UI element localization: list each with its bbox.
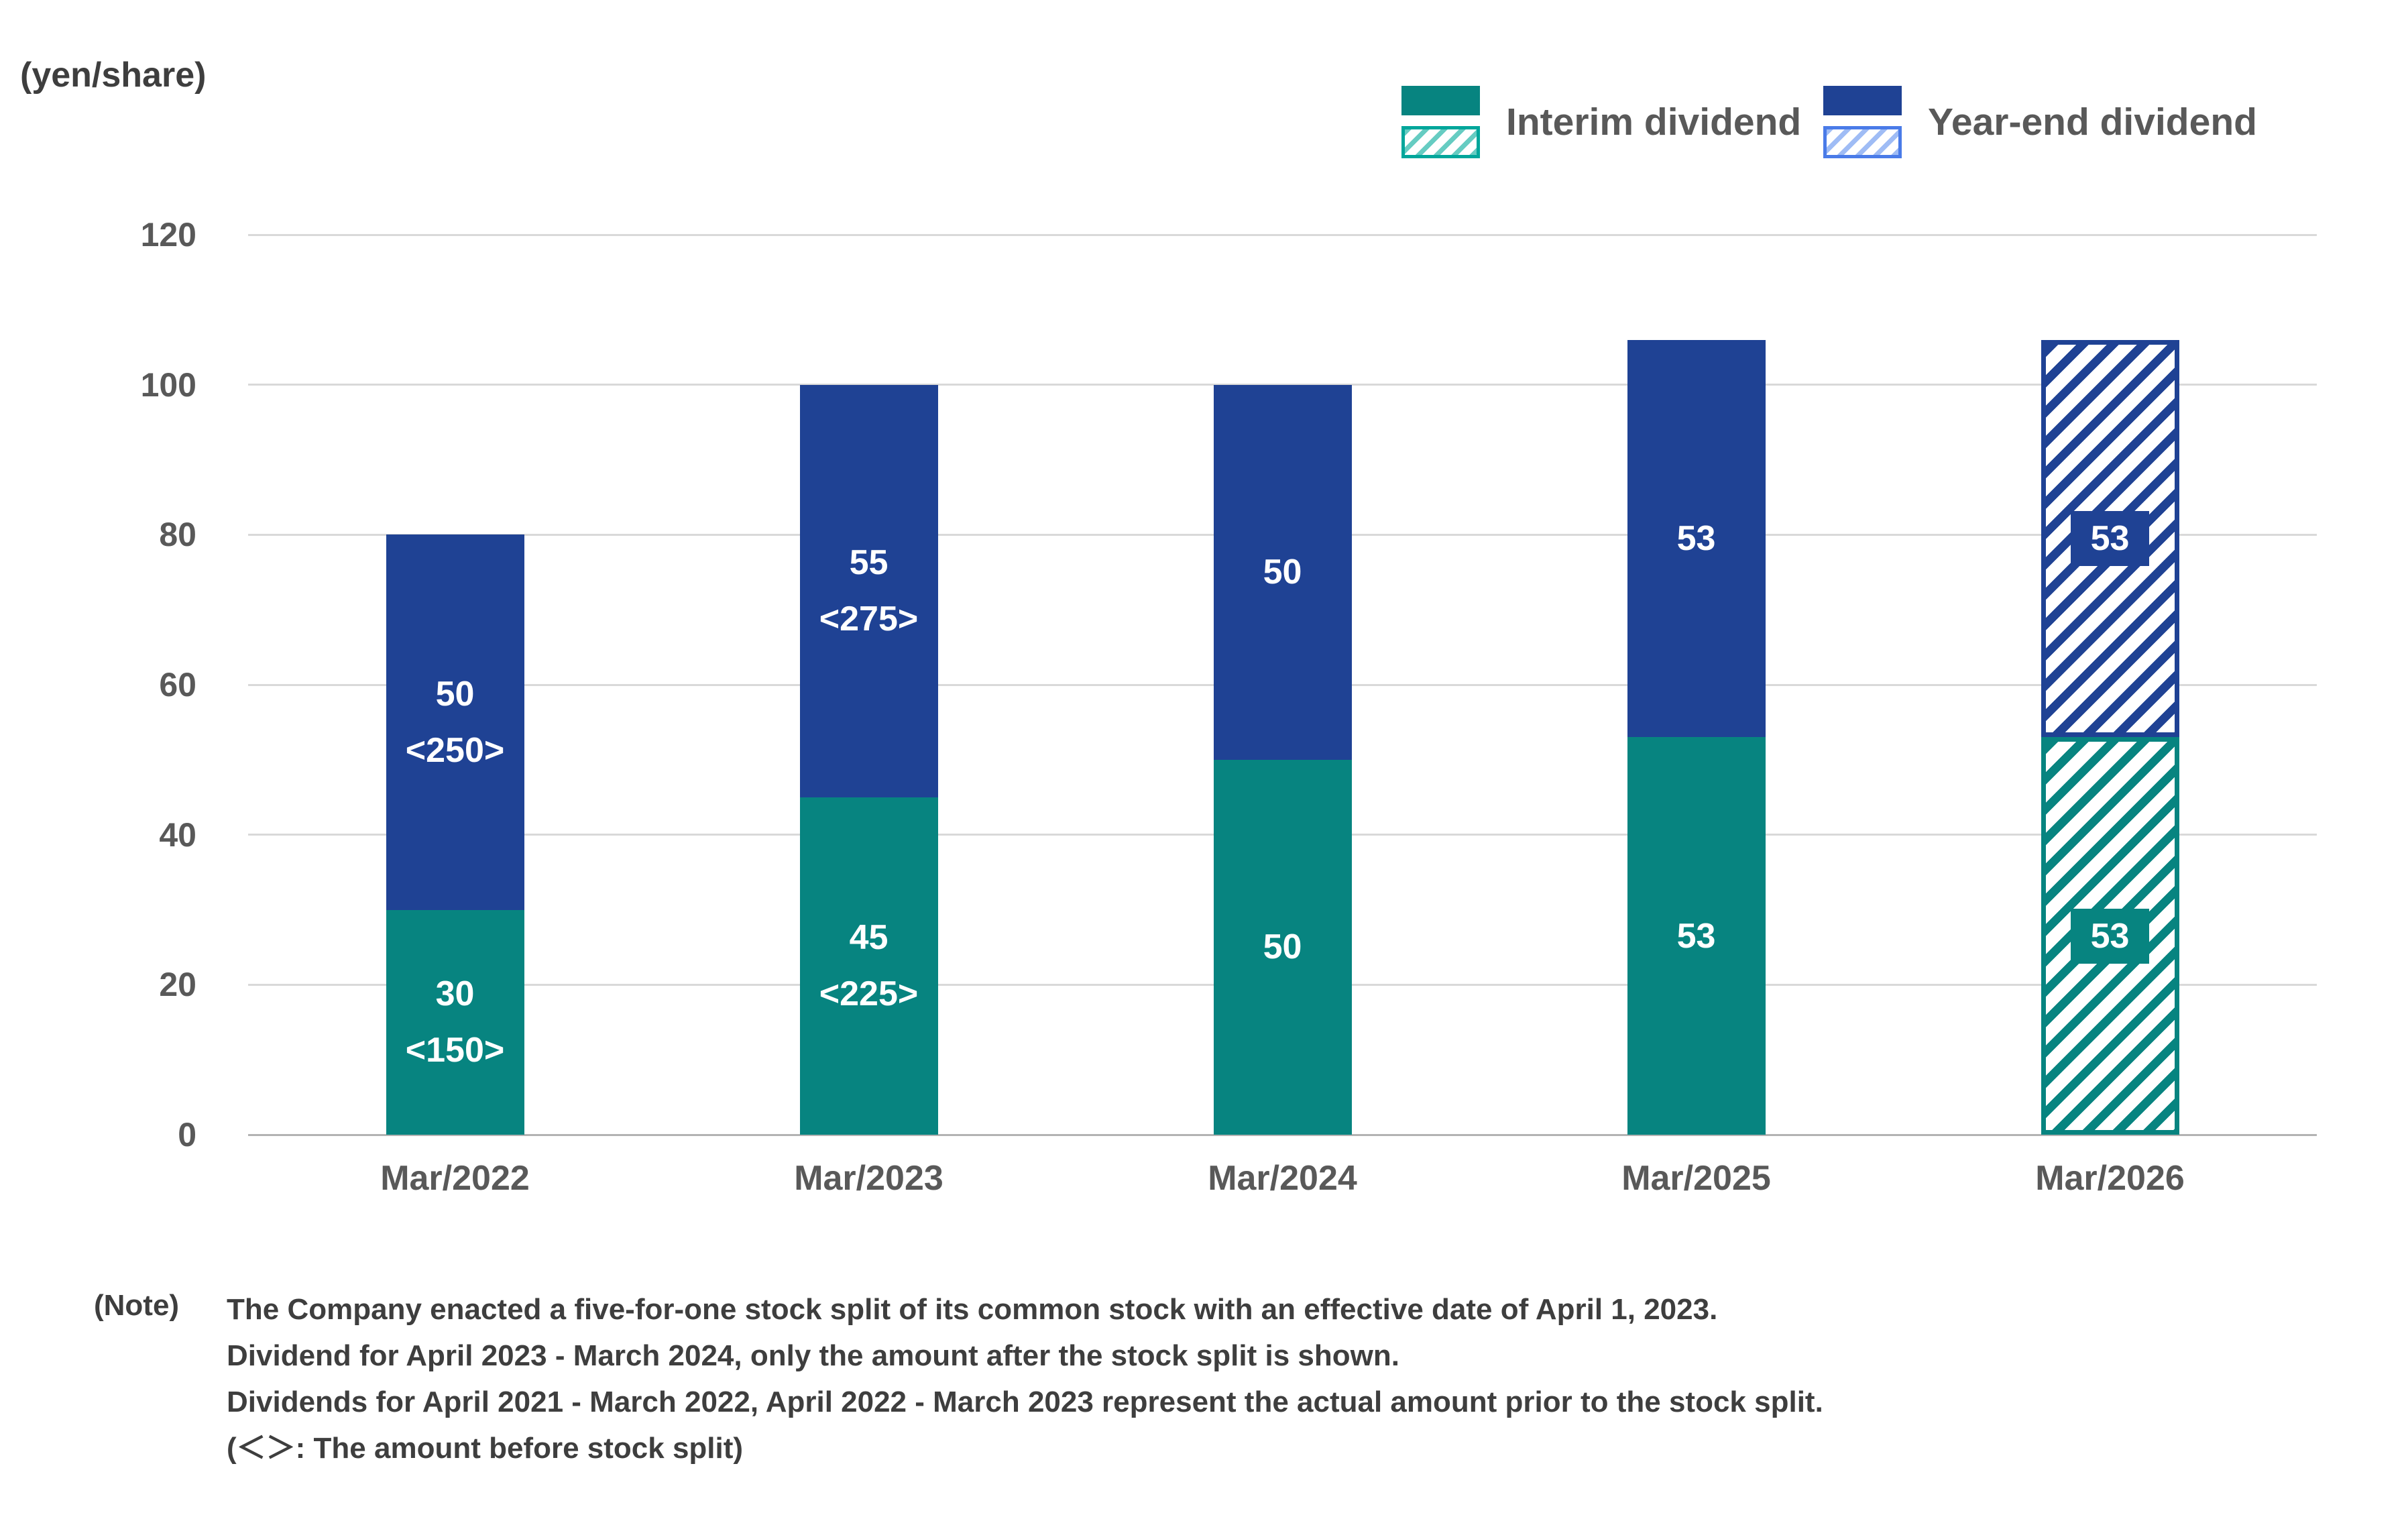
label-line: 53	[1676, 916, 1716, 956]
legend-label-yearend: Year-end dividend	[1928, 101, 2257, 144]
legend-label-interim: Interim dividend	[1506, 101, 1802, 144]
y-tick-80: 80	[159, 516, 196, 554]
y-tick-40: 40	[159, 815, 196, 854]
note-line-1: The Company enacted a five-for-one stock…	[227, 1293, 1718, 1326]
label-line: <275>	[819, 600, 919, 639]
x-label-mar-2022: Mar/2022	[380, 1159, 530, 1198]
label-line: <225>	[819, 974, 919, 1014]
note-line-2: Dividend for April 2023 - March 2024, on…	[227, 1339, 1399, 1372]
segment-label: 50	[1263, 544, 1302, 600]
label-line: 50	[435, 674, 475, 714]
gridline-0	[248, 1133, 2317, 1136]
label-line: 55	[849, 543, 888, 583]
label-line: 53	[1676, 518, 1716, 558]
legend-keys-interim	[1401, 86, 1480, 158]
x-label-mar-2026: Mar/2026	[2035, 1159, 2185, 1198]
y-tick-20: 20	[159, 966, 196, 1004]
note-line-3: Dividends for April 2021 - March 2022, A…	[227, 1386, 1823, 1418]
y-tick-60: 60	[159, 666, 196, 703]
segment-label: 30 <150>	[406, 966, 505, 1078]
interim-segment-mar-2023: 45 <225>	[799, 797, 938, 1135]
segment-label: 53	[2070, 510, 2150, 566]
x-label-mar-2023: Mar/2023	[794, 1159, 943, 1198]
legend-keys-yearend	[1823, 86, 1902, 158]
x-label-mar-2025: Mar/2025	[1621, 1159, 1771, 1198]
label-line: 45	[849, 918, 888, 958]
segment-label: 53	[1677, 510, 1716, 567]
interim-segment-mar-2024: 50	[1213, 759, 1352, 1135]
segment-label: 53	[1677, 908, 1716, 964]
y-tick-120: 120	[140, 216, 196, 253]
yearend-segment-mar-2025: 53	[1627, 339, 1766, 738]
plot-area: 30 <150> 50 <250> 45 <225> 55 <275> 50 50 53 53 53 53	[248, 233, 2317, 1136]
note-text: The Company enacted a five-for-one stock…	[227, 1286, 1823, 1471]
label-line: 50	[1263, 927, 1302, 967]
yearend-segment-mar-2024: 50	[1213, 384, 1352, 760]
yearend-segment-mar-2026: 53	[2041, 339, 2179, 738]
interim-hatched-swatch	[1401, 126, 1480, 158]
yearend-segment-mar-2022: 50 <250>	[386, 534, 524, 910]
segment-label: 50 <250>	[406, 666, 505, 779]
label-line: 30	[435, 974, 475, 1014]
label-line: <150>	[405, 1031, 505, 1070]
legend-item-yearend: Year-end dividend	[1823, 86, 2257, 158]
interim-segment-mar-2026: 53	[2041, 737, 2179, 1135]
gridline-100	[248, 384, 2317, 386]
yearend-hatched-swatch	[1823, 126, 1902, 158]
label-line: 53	[2090, 916, 2130, 956]
interim-solid-swatch	[1401, 86, 1480, 115]
y-axis-unit-label: (yen/share)	[20, 56, 207, 95]
segment-label: 45 <225>	[819, 909, 919, 1022]
segment-label: 50	[1263, 919, 1302, 975]
interim-segment-mar-2025: 53	[1627, 737, 1766, 1135]
yearend-segment-mar-2023: 55 <275>	[799, 384, 938, 797]
segment-label: 55 <275>	[819, 534, 919, 647]
x-label-mar-2024: Mar/2024	[1208, 1159, 1357, 1198]
y-tick-100: 100	[140, 365, 196, 404]
note-line-4: (＜＞: The amount before stock split)	[227, 1432, 744, 1465]
legend-item-interim: Interim dividend	[1401, 86, 1801, 158]
y-tick-0: 0	[178, 1116, 196, 1153]
segment-label: 53	[2070, 908, 2150, 964]
label-line: 50	[1263, 553, 1302, 592]
interim-segment-mar-2022: 30 <150>	[386, 909, 524, 1135]
yearend-solid-swatch	[1823, 86, 1902, 115]
label-line: 53	[2090, 518, 2130, 558]
label-line: <250>	[405, 730, 505, 770]
note-label: (Note)	[94, 1289, 180, 1322]
gridline-120	[248, 233, 2317, 236]
